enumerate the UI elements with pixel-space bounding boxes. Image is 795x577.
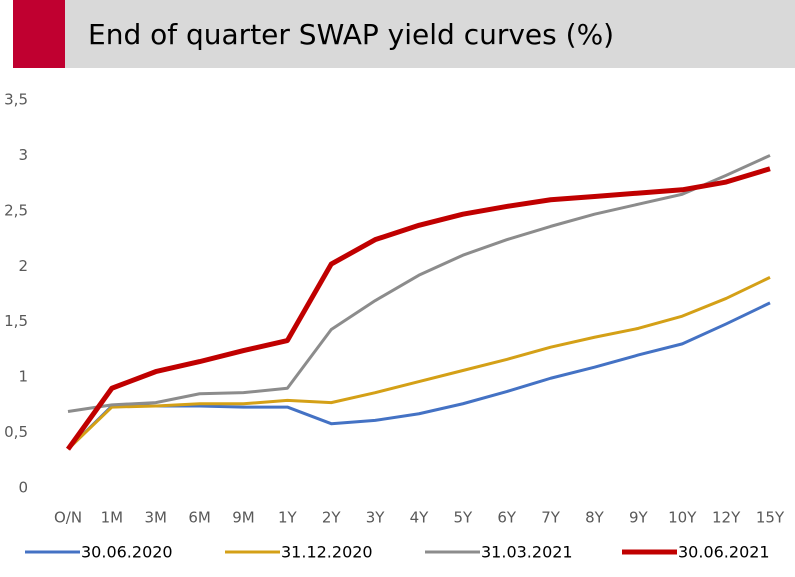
x-tick-label: 3Y (366, 509, 386, 527)
y-tick-label: 0 (18, 479, 28, 497)
title-bar (65, 0, 795, 68)
x-tick-label: 1Y (278, 509, 298, 527)
x-tick-label: 3M (145, 509, 168, 527)
x-tick-label: 8Y (585, 509, 605, 527)
legend-label: 31.12.2020 (281, 543, 373, 562)
series-line (65, 166, 771, 451)
x-tick-label: 9M (232, 509, 255, 527)
chart-title: End of quarter SWAP yield curves (%) (88, 18, 614, 51)
legend-label: 31.03.2021 (481, 543, 573, 562)
title-accent (13, 0, 65, 68)
y-tick-label: 3 (18, 146, 28, 164)
x-tick-label: 15Y (756, 509, 785, 527)
x-tick-label: 9Y (629, 509, 649, 527)
x-tick-label: 7Y (541, 509, 561, 527)
series-line (66, 276, 771, 451)
x-tick-label: 4Y (410, 509, 430, 527)
series-line (66, 301, 771, 451)
x-tick-label: 10Y (668, 509, 697, 527)
y-tick-label: 3,5 (4, 91, 28, 109)
x-tick-label: 5Y (454, 509, 474, 527)
y-tick-label: 1,5 (4, 312, 28, 330)
series-line (67, 154, 771, 413)
y-tick-label: 1 (18, 368, 28, 386)
y-tick-label: 2,5 (4, 201, 28, 219)
y-tick-label: 0,5 (4, 423, 28, 441)
x-tick-label: 2Y (322, 509, 342, 527)
legend-label: 30.06.2021 (678, 543, 770, 562)
x-tick-label: 6Y (497, 509, 517, 527)
y-tick-label: 2 (18, 257, 28, 275)
legend-label: 30.06.2020 (81, 543, 173, 562)
x-tick-label: O/N (54, 509, 82, 527)
x-tick-label: 12Y (712, 509, 741, 527)
x-tick-label: 1M (101, 509, 124, 527)
x-tick-label: 6M (188, 509, 211, 527)
